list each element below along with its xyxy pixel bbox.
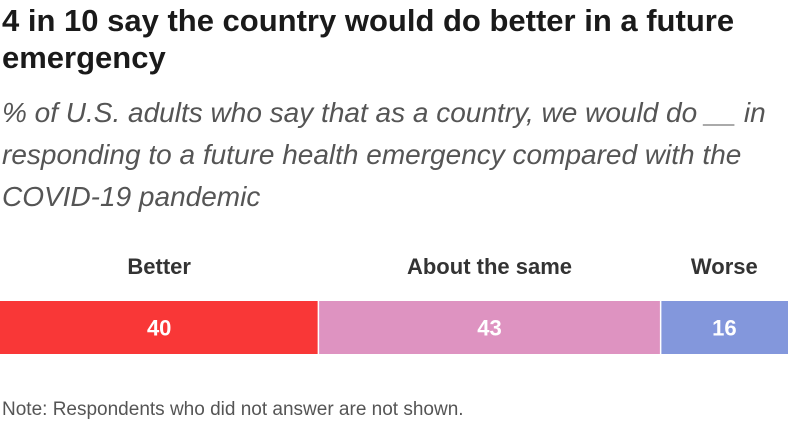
chart-note: Note: Respondents who did not answer are…	[2, 399, 464, 420]
category-label-about-the-same: About the same	[407, 254, 572, 279]
category-label-worse: Worse	[691, 254, 758, 279]
chart-subtitle: % of U.S. adults who say that as a count…	[2, 97, 766, 212]
bar-segment-about-the-same	[318, 301, 661, 354]
category-label-better: Better	[127, 254, 191, 279]
bar-segment-worse	[660, 301, 788, 354]
chart-title: 4 in 10 say the country would do better …	[2, 3, 735, 75]
value-label-better: 40	[147, 316, 171, 341]
value-label-worse: 16	[712, 316, 736, 341]
bar-segment-better	[0, 301, 319, 354]
value-label-about-the-same: 43	[477, 316, 501, 341]
stacked-bar-chart: Better 40 About the same 43 Worse 16	[0, 254, 788, 354]
